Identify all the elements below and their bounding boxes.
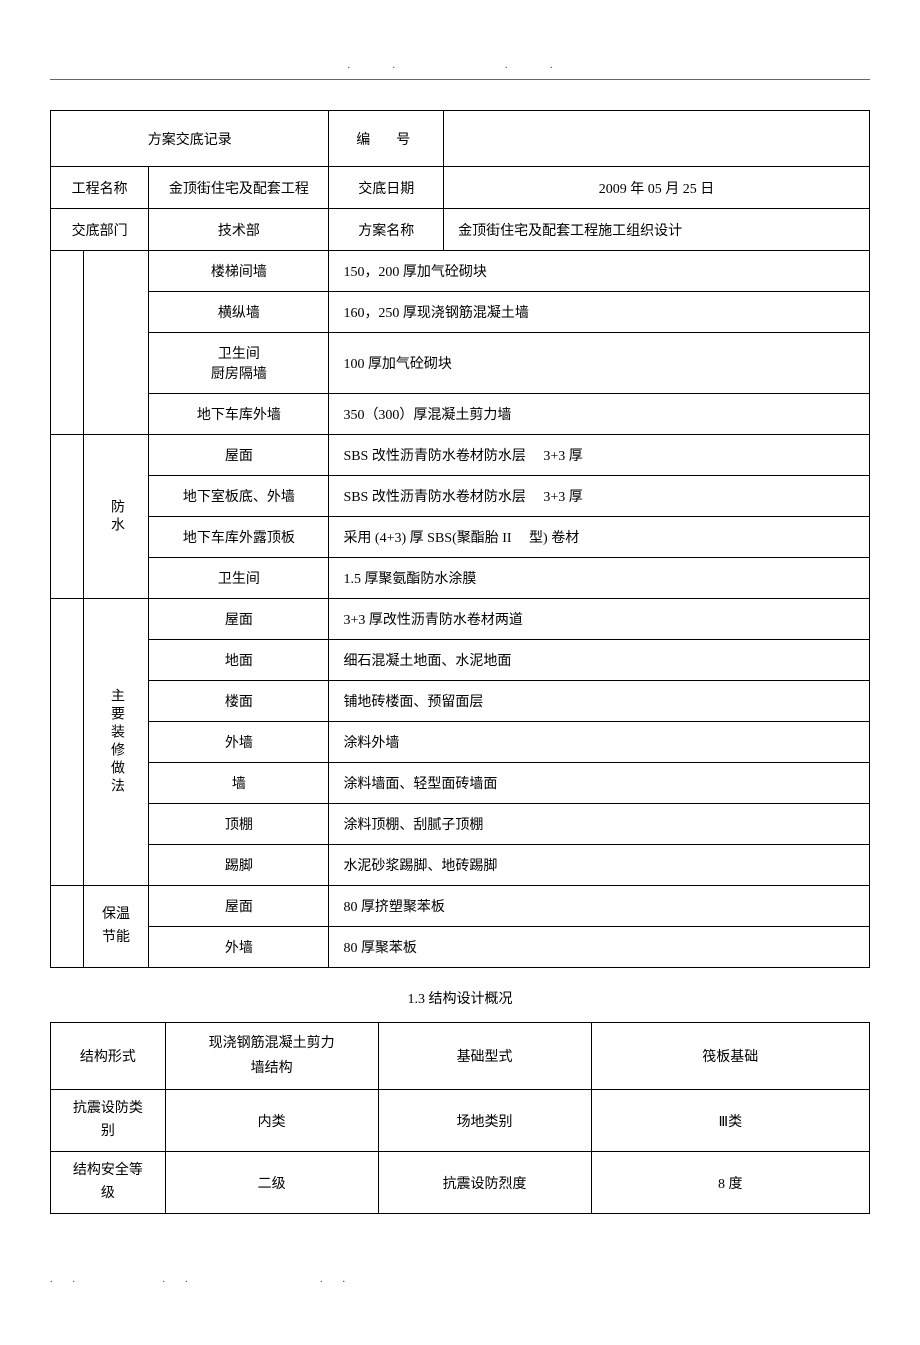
row-label: 屋面 xyxy=(149,435,329,476)
table-row: 结构形式 现浇钢筋混凝土剪力墙结构 基础型式 筏板基础 xyxy=(51,1023,870,1090)
record-title: 方案交底记录 xyxy=(51,111,329,167)
dept-row: 交底部门 技术部 方案名称 金顶街住宅及配套工程施工组织设计 xyxy=(51,209,870,251)
table-row: 结构安全等级 二级 抗震设防烈度 8 度 xyxy=(51,1152,870,1214)
table-row: 地面 细石混凝土地面、水泥地面 xyxy=(51,640,870,681)
table-row: 卫生间 1.5 厚聚氨酯防水涂膜 xyxy=(51,558,870,599)
struct-c2: 现浇钢筋混凝土剪力墙结构 xyxy=(165,1023,378,1090)
section-label-insulation: 保温节能 xyxy=(83,886,149,968)
row-value: 160，250 厚现浇钢筋混凝土墙 xyxy=(329,292,870,333)
row-label: 卫生间 xyxy=(149,558,329,599)
row-label: 楼面 xyxy=(149,681,329,722)
row-value: SBS 改性沥青防水卷材防水层 3+3 厚 xyxy=(329,476,870,517)
table-row: 踢脚 水泥砂浆踢脚、地砖踢脚 xyxy=(51,845,870,886)
struct-c4: 8 度 xyxy=(591,1152,869,1214)
top-rule xyxy=(50,79,870,80)
table-row: 墙 涂料墙面、轻型面砖墙面 xyxy=(51,763,870,804)
struct-c4: Ⅲ类 xyxy=(591,1090,869,1152)
row-label: 外墙 xyxy=(149,927,329,968)
empty-cell xyxy=(51,886,84,968)
row-value: 采用 (4+3) 厚 SBS(聚酯胎 II 型) 卷材 xyxy=(329,517,870,558)
row-value: 铺地砖楼面、预留面层 xyxy=(329,681,870,722)
title-row: 方案交底记录 编 号 xyxy=(51,111,870,167)
row-label: 地面 xyxy=(149,640,329,681)
empty-cell xyxy=(51,251,84,435)
row-label: 楼梯间墙 xyxy=(149,251,329,292)
structure-table: 结构形式 现浇钢筋混凝土剪力墙结构 基础型式 筏板基础 抗震设防类别 内类 场地… xyxy=(50,1022,870,1214)
row-label: 地下车库外露顶板 xyxy=(149,517,329,558)
section-label-waterproof: 防水 xyxy=(83,435,149,599)
section-label-decoration: 主要装修做法 xyxy=(83,599,149,886)
empty-cell xyxy=(83,251,149,435)
row-value: 150，200 厚加气砼砌块 xyxy=(329,251,870,292)
plan-label: 方案名称 xyxy=(329,209,444,251)
row-value: 涂料顶棚、刮腻子顶棚 xyxy=(329,804,870,845)
struct-c3: 抗震设防烈度 xyxy=(378,1152,591,1214)
row-value: 涂料墙面、轻型面砖墙面 xyxy=(329,763,870,804)
project-value: 金顶街住宅及配套工程 xyxy=(149,167,329,209)
row-label: 墙 xyxy=(149,763,329,804)
row-value: 涂料外墙 xyxy=(329,722,870,763)
row-value: 80 厚聚苯板 xyxy=(329,927,870,968)
row-label: 地下室板底、外墙 xyxy=(149,476,329,517)
struct-c3: 场地类别 xyxy=(378,1090,591,1152)
struct-c1: 抗震设防类别 xyxy=(51,1090,166,1152)
project-row: 工程名称 金顶街住宅及配套工程 交底日期 2009 年 05 月 25 日 xyxy=(51,167,870,209)
header-ornament: . . . . xyxy=(50,60,870,71)
empty-cell xyxy=(51,435,84,599)
table-row: 抗震设防类别 内类 场地类别 Ⅲ类 xyxy=(51,1090,870,1152)
row-label: 横纵墙 xyxy=(149,292,329,333)
date-value: 2009 年 05 月 25 日 xyxy=(444,167,870,209)
struct-c2: 内类 xyxy=(165,1090,378,1152)
plan-value: 金顶街住宅及配套工程施工组织设计 xyxy=(444,209,870,251)
table-row: 楼面 铺地砖楼面、预留面层 xyxy=(51,681,870,722)
empty-cell xyxy=(51,599,84,886)
row-value: SBS 改性沥青防水卷材防水层 3+3 厚 xyxy=(329,435,870,476)
struct-c3: 基础型式 xyxy=(378,1023,591,1090)
table-row: 外墙 涂料外墙 xyxy=(51,722,870,763)
row-value: 3+3 厚改性沥青防水卷材两道 xyxy=(329,599,870,640)
date-label: 交底日期 xyxy=(329,167,444,209)
row-label: 外墙 xyxy=(149,722,329,763)
row-value: 水泥砂浆踢脚、地砖踢脚 xyxy=(329,845,870,886)
row-label: 地下车库外墙 xyxy=(149,394,329,435)
row-value: 80 厚挤塑聚苯板 xyxy=(329,886,870,927)
struct-c4: 筏板基础 xyxy=(591,1023,869,1090)
table-row: 横纵墙 160，250 厚现浇钢筋混凝土墙 xyxy=(51,292,870,333)
row-label: 卫生间 厨房隔墙 xyxy=(149,333,329,394)
table-row: 地下车库外露顶板 采用 (4+3) 厚 SBS(聚酯胎 II 型) 卷材 xyxy=(51,517,870,558)
row-label: 踢脚 xyxy=(149,845,329,886)
dept-value: 技术部 xyxy=(149,209,329,251)
struct-c1: 结构形式 xyxy=(51,1023,166,1090)
table-row: 卫生间 厨房隔墙 100 厚加气砼砌块 xyxy=(51,333,870,394)
struct-c1: 结构安全等级 xyxy=(51,1152,166,1214)
table-row: 楼梯间墙 150，200 厚加气砼砌块 xyxy=(51,251,870,292)
number-value xyxy=(444,111,870,167)
number-label: 编 号 xyxy=(329,111,444,167)
table-row: 地下室板底、外墙 SBS 改性沥青防水卷材防水层 3+3 厚 xyxy=(51,476,870,517)
row-label: 屋面 xyxy=(149,599,329,640)
table-row: 主要装修做法 屋面 3+3 厚改性沥青防水卷材两道 xyxy=(51,599,870,640)
footer-ornament: .. .. .. xyxy=(50,1274,870,1285)
structure-section-title: 1.3 结构设计概况 xyxy=(50,988,870,1008)
project-label: 工程名称 xyxy=(51,167,149,209)
row-label: 屋面 xyxy=(149,886,329,927)
main-document-table: 方案交底记录 编 号 工程名称 金顶街住宅及配套工程 交底日期 2009 年 0… xyxy=(50,110,870,968)
table-row: 保温节能 屋面 80 厚挤塑聚苯板 xyxy=(51,886,870,927)
row-value: 1.5 厚聚氨酯防水涂膜 xyxy=(329,558,870,599)
row-value: 350（300）厚混凝土剪力墙 xyxy=(329,394,870,435)
table-row: 外墙 80 厚聚苯板 xyxy=(51,927,870,968)
row-value: 100 厚加气砼砌块 xyxy=(329,333,870,394)
row-label: 顶棚 xyxy=(149,804,329,845)
table-row: 地下车库外墙 350（300）厚混凝土剪力墙 xyxy=(51,394,870,435)
table-row: 防水 屋面 SBS 改性沥青防水卷材防水层 3+3 厚 xyxy=(51,435,870,476)
struct-c2: 二级 xyxy=(165,1152,378,1214)
dept-label: 交底部门 xyxy=(51,209,149,251)
table-row: 顶棚 涂料顶棚、刮腻子顶棚 xyxy=(51,804,870,845)
row-value: 细石混凝土地面、水泥地面 xyxy=(329,640,870,681)
